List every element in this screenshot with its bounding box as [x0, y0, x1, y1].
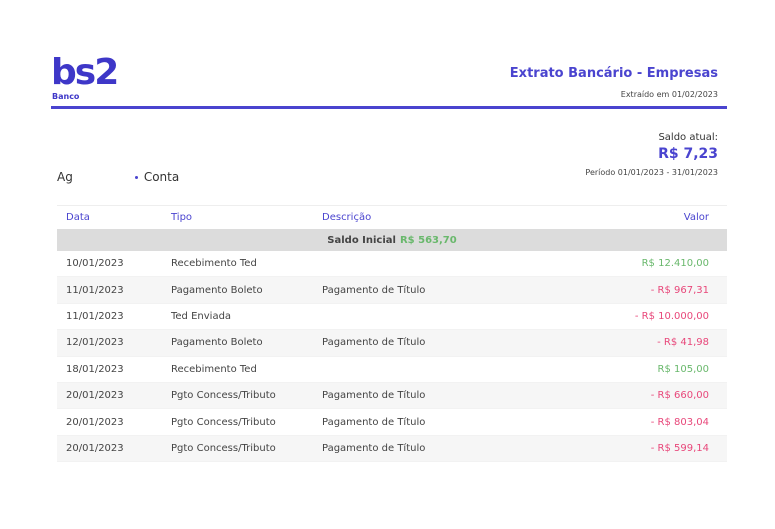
- page-title: Extrato Bancário - Empresas: [509, 66, 718, 81]
- bank-logo: bs2 Banco: [51, 52, 119, 102]
- table-row: 20/01/2023 Pgto Concess/Tributo Pagament…: [57, 435, 727, 463]
- table-row: 11/01/2023 Ted Enviada - R$ 10.000,00: [57, 304, 727, 331]
- balance-label: Saldo atual:: [658, 132, 718, 143]
- table-row: 20/01/2023 Pgto Concess/Tributo Pagament…: [57, 409, 727, 436]
- initial-balance-row: Saldo Inicial R$ 563,70: [57, 229, 727, 251]
- header-divider: [51, 106, 727, 109]
- row-date: 11/01/2023: [66, 284, 124, 296]
- table-row: 10/01/2023 Recebimento Ted R$ 12.410,00: [57, 251, 727, 278]
- row-description: [310, 251, 585, 276]
- current-balance: Saldo atual: R$ 7,23 Período 01/01/2023 …: [585, 132, 718, 177]
- agency-label: Ag: [57, 170, 73, 184]
- row-type: Pgto Concess/Tributo: [171, 416, 276, 428]
- row-date: 12/01/2023: [66, 337, 124, 349]
- row-description: Pagamento de Título: [322, 284, 426, 296]
- table-row: 20/01/2023 Pgto Concess/Tributo Pagament…: [57, 382, 727, 410]
- extracted-date: Extraído em 01/02/2023: [620, 90, 718, 99]
- balance-value: R$ 7,23: [658, 146, 718, 162]
- table-row: 18/01/2023 Recebimento Ted R$ 105,00: [57, 357, 727, 383]
- redacted-field: [314, 362, 564, 377]
- header-date: Data: [66, 212, 90, 223]
- initial-balance-value: R$ 563,70: [399, 234, 457, 246]
- header-description: Descrição: [322, 212, 372, 223]
- bullet-icon: [134, 175, 138, 179]
- row-type: Pgto Concess/Tributo: [171, 390, 276, 402]
- row-date: 18/01/2023: [66, 363, 124, 375]
- row-value: R$ 12.410,00: [641, 258, 709, 270]
- row-date: 20/01/2023: [66, 416, 124, 428]
- statement-period: Período 01/01/2023 - 31/01/2023: [585, 168, 718, 177]
- row-type: Ted Enviada: [171, 310, 232, 322]
- row-description: Pagamento de Título: [322, 442, 426, 454]
- statement-header: Extrato Bancário - Empresas Extraído em …: [510, 66, 718, 99]
- redacted-field: [320, 309, 575, 324]
- row-description: Pagamento de Título: [322, 416, 426, 428]
- transactions-table: Data Tipo Descrição Valor Saldo Inicial …: [57, 205, 727, 463]
- initial-balance-label: Saldo Inicial: [327, 234, 396, 246]
- row-type: Recebimento Ted: [171, 363, 257, 375]
- row-description: Pagamento de Título: [322, 390, 426, 402]
- table-row: 12/01/2023 Pagamento Boleto Pagamento de…: [57, 330, 727, 357]
- row-description: [314, 357, 574, 382]
- row-value: R$ 105,00: [657, 363, 709, 375]
- redacted-field: [310, 257, 585, 271]
- row-date: 11/01/2023: [66, 310, 124, 322]
- row-value: - R$ 10.000,00: [634, 310, 709, 322]
- row-type: Pagamento Boleto: [171, 337, 263, 349]
- row-type: Pagamento Boleto: [171, 284, 263, 296]
- account-label: Conta: [143, 170, 180, 184]
- row-type: Pgto Concess/Tributo: [171, 442, 276, 454]
- row-value: - R$ 660,00: [650, 390, 709, 402]
- row-date: 20/01/2023: [66, 442, 124, 454]
- row-value: - R$ 803,04: [650, 416, 709, 428]
- logo-mark: bs2: [51, 52, 119, 93]
- row-description: Pagamento de Título: [322, 337, 426, 349]
- row-description: [314, 304, 575, 329]
- row-type: Recebimento Ted: [171, 258, 257, 270]
- row-date: 10/01/2023: [66, 258, 124, 270]
- logo-subtitle: Banco: [52, 92, 80, 101]
- header-value: Valor: [683, 212, 709, 223]
- row-value: - R$ 967,31: [650, 284, 709, 296]
- row-date: 20/01/2023: [66, 390, 124, 402]
- account-info: Ag Conta: [57, 170, 179, 184]
- row-value: - R$ 41,98: [657, 337, 709, 349]
- table-row: 11/01/2023 Pagamento Boleto Pagamento de…: [57, 277, 727, 304]
- header-type: Tipo: [171, 212, 193, 223]
- row-value: - R$ 599,14: [650, 442, 709, 454]
- table-header: Data Tipo Descrição Valor: [57, 205, 727, 229]
